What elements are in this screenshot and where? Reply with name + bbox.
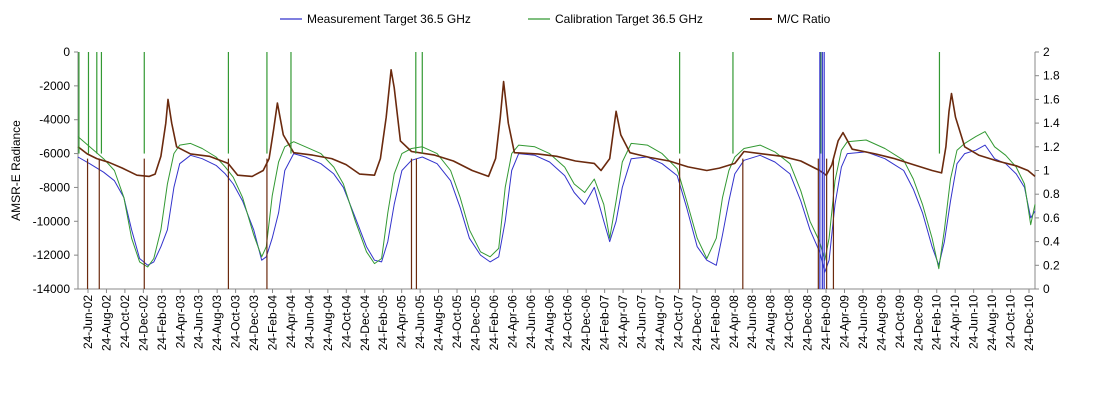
x-tick-label: 24-Oct-05 <box>450 295 464 349</box>
x-tick-label: 24-Apr-08 <box>727 295 741 349</box>
y2-tick-label: 0.2 <box>1043 258 1060 272</box>
y2-tick-label: 1.2 <box>1043 140 1060 154</box>
y-tick-label: -6000 <box>39 147 70 161</box>
x-tick-label: 24-Apr-09 <box>837 295 851 349</box>
y-tick-label: -14000 <box>33 282 71 296</box>
x-tick-label: 24-Feb-05 <box>376 295 390 351</box>
series-line-1 <box>77 144 1036 273</box>
x-tick-label: 24-Feb-10 <box>930 295 944 351</box>
x-tick-label: 24-Dec-09 <box>911 295 925 351</box>
y-axis-label: AMSR-E Radiance <box>9 120 23 221</box>
y-tick-label: -4000 <box>39 113 70 127</box>
x-tick-label: 24-Oct-08 <box>782 295 796 349</box>
x-tick-label: 24-Apr-06 <box>505 295 519 349</box>
x-tick-label: 24-Oct-02 <box>118 295 132 349</box>
x-tick-label: 24-Apr-03 <box>173 295 187 349</box>
x-tick-label: 24-Oct-10 <box>1004 295 1018 349</box>
x-tick-label: 24-Jun-07 <box>635 295 649 349</box>
x-tick-label: 24-Oct-06 <box>561 295 575 349</box>
y2-tick-label: 0.4 <box>1043 235 1060 249</box>
x-tick-label: 24-Feb-08 <box>708 295 722 351</box>
x-tick-label: 24-Feb-03 <box>155 295 169 351</box>
y2-tick-label: 0 <box>1043 282 1050 296</box>
x-tick-label: 24-Dec-06 <box>579 295 593 351</box>
x-tick-label: 24-Jun-08 <box>745 295 759 349</box>
x-tick-label: 24-Apr-10 <box>948 295 962 349</box>
x-tick-label: 24-Jun-04 <box>302 295 316 349</box>
legend-label-1: Measurement Target 36.5 GHz <box>307 12 471 26</box>
x-tick-label: 24-Dec-03 <box>247 295 261 351</box>
x-tick-label: 24-Jun-05 <box>413 295 427 349</box>
x-tick-label: 24-Jun-09 <box>856 295 870 349</box>
x-tick-label: 24-Jun-02 <box>81 295 95 349</box>
y-tick-label: 0 <box>63 45 70 59</box>
x-tick-label: 24-Dec-07 <box>690 295 704 351</box>
x-tick-label: 24-Feb-04 <box>266 295 280 351</box>
x-tick-label: 24-Dec-08 <box>801 295 815 351</box>
y2-tick-label: 2 <box>1043 45 1050 59</box>
x-tick-label: 24-Dec-04 <box>358 295 372 351</box>
x-tick-label: 24-Oct-03 <box>229 295 243 349</box>
x-tick-label: 24-Aug-02 <box>99 295 113 351</box>
x-tick-label: 24-Aug-05 <box>432 295 446 351</box>
x-tick-label: 24-Feb-06 <box>487 295 501 351</box>
x-tick-label: 24-Jun-06 <box>524 295 538 349</box>
y-tick-label: -8000 <box>39 180 70 194</box>
y2-tick-label: 0.8 <box>1043 187 1060 201</box>
x-tick-label: 24-Aug-09 <box>874 295 888 351</box>
x-tick-label: 24-Aug-04 <box>321 295 335 351</box>
x-tick-label: 24-Oct-09 <box>893 295 907 349</box>
x-tick-label: 24-Apr-04 <box>284 295 298 349</box>
x-tick-label: 24-Aug-03 <box>210 295 224 351</box>
y-tick-label: -12000 <box>33 248 71 262</box>
legend: Measurement Target 36.5 GHz Calibration T… <box>280 12 831 26</box>
series-line-3 <box>77 69 1036 178</box>
series-line-2 <box>77 131 1036 270</box>
y2-tick-label: 1.8 <box>1043 69 1060 83</box>
x-tick-label: 24-Apr-07 <box>616 295 630 349</box>
legend-label-2: Calibration Target 36.5 GHz <box>555 12 703 26</box>
y2-tick-label: 1.6 <box>1043 92 1060 106</box>
x-tick-label: 24-Oct-04 <box>339 295 353 349</box>
x-tick-label: 24-Feb-09 <box>819 295 833 351</box>
legend-label-3: M/C Ratio <box>777 12 831 26</box>
y2-tick-label: 1.4 <box>1043 116 1060 130</box>
x-tick-label: 24-Dec-02 <box>136 295 150 351</box>
y-tick-label: -2000 <box>39 79 70 93</box>
x-tick-label: 24-Aug-06 <box>542 295 556 351</box>
x-tick-label: 24-Aug-10 <box>985 295 999 351</box>
x-tick-label: 24-Jun-03 <box>192 295 206 349</box>
x-tick-label: 24-Dec-10 <box>1022 295 1036 351</box>
y2-tick-label: 0.6 <box>1043 211 1060 225</box>
x-tick-label: 24-Dec-05 <box>468 295 482 351</box>
x-tick-label: 24-Jun-10 <box>967 295 981 349</box>
y2-tick-label: 1 <box>1043 164 1050 178</box>
y-tick-label: -10000 <box>33 214 71 228</box>
plot-area <box>77 52 1036 289</box>
x-tick-label: 24-Aug-08 <box>764 295 778 351</box>
x-tick-label: 24-Aug-07 <box>653 295 667 351</box>
x-tick-label: 24-Apr-05 <box>395 295 409 349</box>
x-tick-label: 24-Oct-07 <box>671 295 685 349</box>
x-tick-label: 24-Feb-07 <box>598 295 612 351</box>
